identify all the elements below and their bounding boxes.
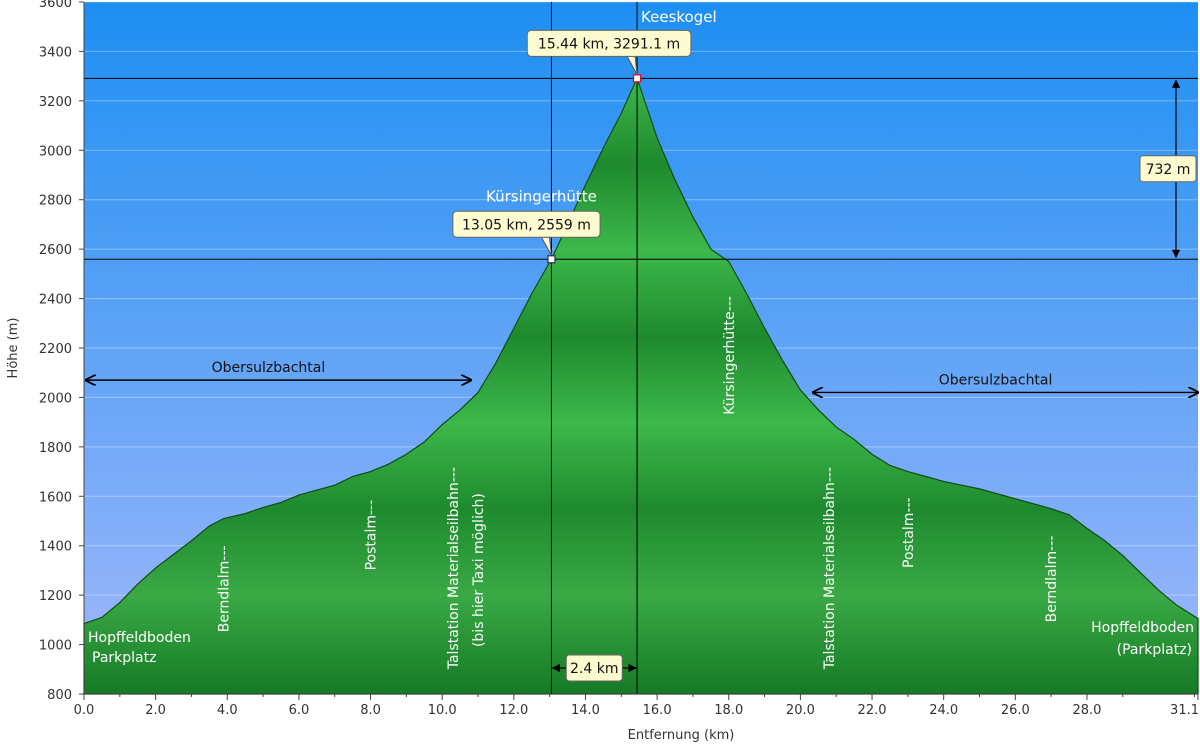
y-tick-label: 3200	[39, 95, 72, 110]
elevation-area	[83, 76, 1199, 695]
y-tick-label: 2400	[39, 293, 72, 308]
marker-callout: 15.44 km, 3291.1 m	[526, 29, 692, 75]
y-tick-label: 2800	[39, 194, 72, 209]
callout-text: 13.05 km, 2559 m	[462, 217, 591, 233]
y-tick-label: 1800	[39, 441, 72, 456]
y-tick-label: 3600	[39, 0, 72, 11]
y-tick-label: 3400	[39, 45, 72, 60]
x-tick-label: 16.0	[643, 703, 672, 718]
waypoint-label: Berndlalm---	[217, 546, 233, 633]
callout-text: 15.44 km, 3291.1 m	[538, 36, 680, 52]
y-tick-label: 3000	[39, 144, 72, 159]
y-tick-label: 1000	[39, 639, 72, 654]
x-tick-label: 2.0	[145, 703, 166, 718]
x-tick-label: 20.0	[786, 703, 815, 718]
marker-point	[547, 255, 556, 264]
horizontal-measure-text: 2.4 km	[570, 661, 618, 677]
x-tick-label: 14.0	[571, 703, 600, 718]
waypoint-label: Talstation Materialseilbahn---	[822, 467, 838, 670]
x-tick-label: 0.0	[74, 703, 95, 718]
end-sublabel: (Parkplatz)	[1117, 642, 1192, 658]
start-sublabel: Parkplatz	[92, 650, 156, 666]
x-tick-label: 26.0	[1001, 703, 1030, 718]
start-label: Hopffeldboden	[88, 630, 191, 646]
y-tick-label: 2200	[39, 342, 72, 357]
x-tick-label: 8.0	[360, 703, 381, 718]
y-tick-label: 1400	[39, 540, 72, 555]
region-label: Obersulzbachtal	[212, 360, 326, 376]
vertical-measure-box	[1139, 155, 1197, 183]
vertical-measure-text: 732 m	[1146, 162, 1191, 178]
callout-box	[452, 210, 601, 238]
horizontal-measure-box	[565, 654, 623, 682]
end-label: Hopffeldboden	[1091, 620, 1194, 636]
x-tick-label: 24.0	[929, 703, 958, 718]
waypoint-label: (bis hier Taxi möglich)	[471, 493, 487, 647]
waypoint-label: Berndlalm---	[1044, 536, 1060, 623]
waypoint-label: Postalm---	[901, 497, 917, 568]
y-tick-label: 2600	[39, 243, 72, 258]
x-tick-label: 6.0	[289, 703, 310, 718]
x-tick-label: 22.0	[858, 703, 887, 718]
x-tick-label: 12.0	[499, 703, 528, 718]
marker-name-label: Kürsingerhütte	[486, 187, 597, 205]
x-axis-title: Entfernung (km)	[628, 728, 735, 743]
axes: 800 1000 1200 1400 1600 1800 2000 2200 2400 2600 2…	[39, 0, 1199, 718]
y-tick-label: 1600	[39, 490, 72, 505]
marker-callout: 13.05 km, 2559 m	[452, 210, 601, 256]
waypoint-label: Postalm---	[364, 500, 380, 571]
waypoint-label: Talstation Materialseilbahn---	[446, 467, 462, 670]
marker-point	[632, 74, 642, 83]
y-axis-title: Höhe (m)	[6, 318, 21, 379]
y-tick-label: 800	[47, 688, 72, 703]
x-tick-label: 28.0	[1072, 703, 1101, 718]
x-tick-label: 10.0	[428, 703, 457, 718]
y-tick-label: 1200	[39, 589, 72, 604]
x-tick-label: 18.0	[714, 703, 743, 718]
x-tick-label: 4.0	[217, 703, 238, 718]
annotations: 15.44 km, 3291.1 m Keeskogel 13.05 km, 255…	[84, 2, 1198, 694]
callout-box	[526, 29, 692, 57]
marker-name-label: Keeskogel	[641, 8, 717, 26]
waypoint-label: Kürsingerhütte---	[722, 296, 738, 415]
y-tick-label: 2000	[39, 391, 72, 406]
region-label: Obersulzbachtal	[939, 372, 1053, 388]
x-tick-label: 31.1	[1170, 703, 1199, 718]
